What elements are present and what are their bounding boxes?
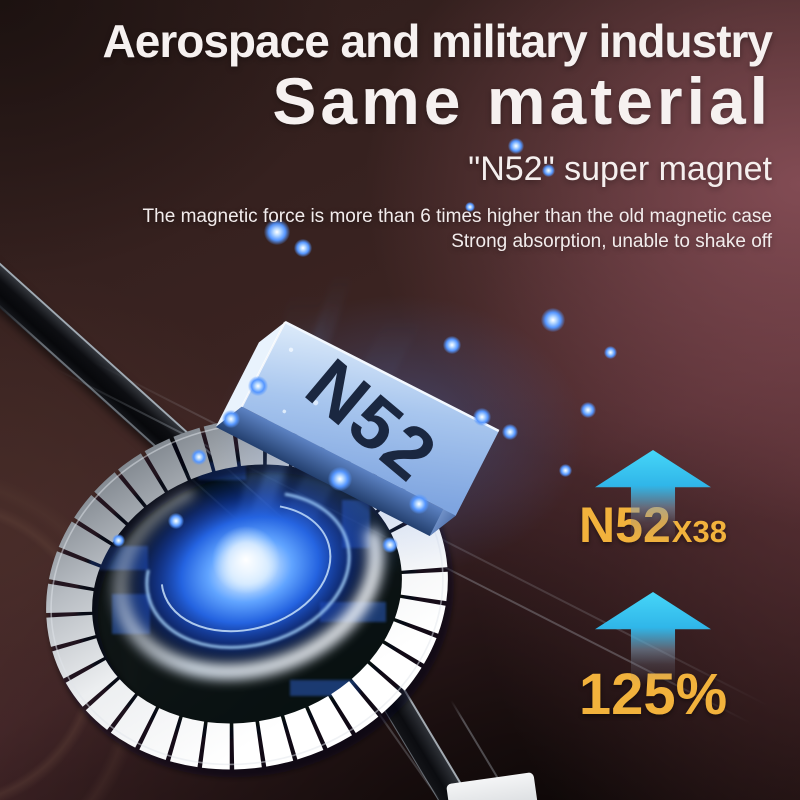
title-line1: Aerospace and military industry xyxy=(102,15,773,67)
stat-n52-grade: N52 X38 xyxy=(578,450,728,554)
glow-particle xyxy=(603,345,617,359)
glow-core xyxy=(212,526,280,594)
subtitle: "N52" super magnet xyxy=(468,149,772,188)
stat-absorption: 125% xyxy=(578,592,728,728)
description-line2: Strong absorption, unable to shake off xyxy=(451,230,772,252)
header: Aerospace and military industry Same mat… xyxy=(102,15,773,254)
title-line2: Same material xyxy=(272,63,772,138)
description-line1: The magnetic force is more than 6 times … xyxy=(142,205,772,227)
block-top-face xyxy=(241,322,499,516)
block-left-face xyxy=(215,322,285,428)
stat-suffix: X38 xyxy=(671,514,727,549)
n52-magnet-block: N52 xyxy=(215,295,585,575)
